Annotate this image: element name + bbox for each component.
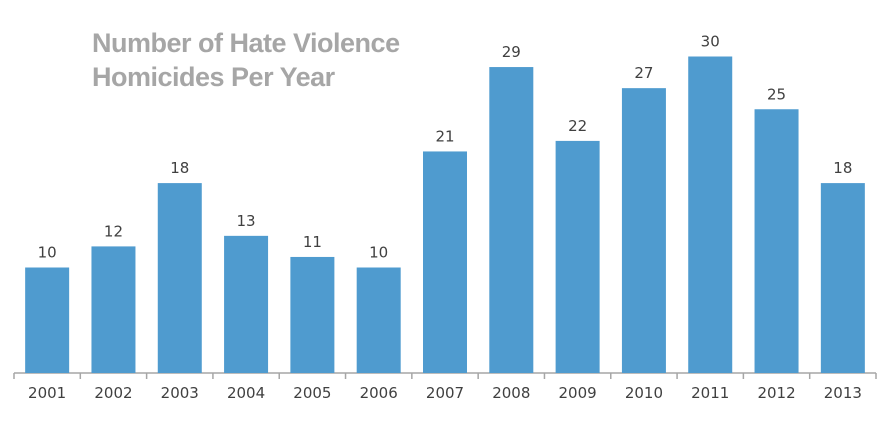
bar bbox=[157, 183, 202, 373]
x-tick-label: 2009 bbox=[559, 384, 597, 402]
x-tick-label: 2013 bbox=[824, 384, 862, 402]
bar bbox=[621, 88, 666, 374]
data-label: 18 bbox=[833, 159, 852, 177]
data-label: 18 bbox=[170, 159, 189, 177]
bar bbox=[688, 56, 733, 373]
bar bbox=[290, 256, 335, 373]
x-tick-label: 2010 bbox=[625, 384, 663, 402]
data-label: 22 bbox=[568, 117, 587, 135]
bar bbox=[754, 109, 799, 373]
bar bbox=[25, 267, 70, 373]
bar bbox=[820, 183, 865, 373]
bar bbox=[423, 151, 467, 373]
data-label: 21 bbox=[435, 127, 454, 145]
bar bbox=[224, 235, 269, 373]
data-label: 13 bbox=[237, 212, 256, 230]
data-label: 12 bbox=[104, 222, 123, 240]
chart-title-line-1: Number of Hate Violence bbox=[92, 28, 400, 58]
x-tick-label: 2001 bbox=[28, 384, 66, 402]
data-label: 25 bbox=[767, 85, 786, 103]
chart-title-line-2: Homicides Per Year bbox=[92, 62, 335, 92]
bar bbox=[489, 67, 534, 374]
x-tick-label: 2011 bbox=[691, 384, 729, 402]
chart-title: Number of Hate Violence Homicides Per Ye… bbox=[92, 26, 400, 94]
x-tick-label: 2005 bbox=[293, 384, 331, 402]
bar bbox=[91, 246, 136, 373]
data-label: 30 bbox=[701, 33, 720, 51]
data-label: 10 bbox=[369, 244, 388, 262]
bar bbox=[555, 140, 600, 373]
x-tick-label: 2004 bbox=[227, 384, 265, 402]
data-label: 11 bbox=[303, 233, 322, 251]
x-tick-label: 2012 bbox=[757, 384, 795, 402]
data-label: 10 bbox=[38, 244, 57, 262]
data-label: 29 bbox=[502, 43, 521, 61]
bar bbox=[356, 267, 401, 373]
data-label: 27 bbox=[634, 64, 653, 82]
x-tick-label: 2003 bbox=[161, 384, 199, 402]
x-tick-label: 2008 bbox=[492, 384, 530, 402]
x-tick-label: 2002 bbox=[94, 384, 132, 402]
x-tick-label: 2007 bbox=[426, 384, 464, 402]
x-tick-label: 2006 bbox=[360, 384, 398, 402]
